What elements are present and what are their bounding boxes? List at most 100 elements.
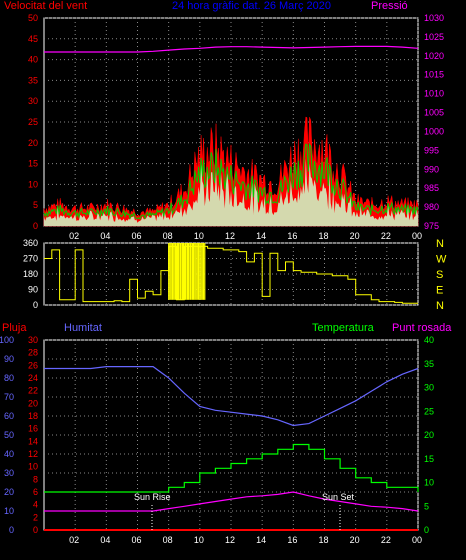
wind-y-tick: 20 [28, 138, 38, 148]
pressure-line [44, 45, 419, 53]
x-tick-label: 20 [350, 231, 360, 241]
pressure-y-tick: 980 [424, 202, 439, 212]
direction-marks [44, 243, 418, 304]
x-tick-label: 18 [319, 535, 329, 545]
pressure-y-tick: 1010 [424, 89, 444, 99]
rain-y-tick: 80 [4, 373, 14, 383]
temperature-y-tick: 35 [424, 359, 434, 369]
wind-y-tick: 45 [28, 34, 38, 44]
humidity-y-tick: 16 [28, 424, 38, 434]
humidity-y-tick: 8 [33, 474, 38, 484]
compass-label: N [436, 300, 444, 312]
x-tick-label: 16 [287, 535, 297, 545]
x-tick-label: 08 [163, 535, 173, 545]
temperature-y-tick: 40 [424, 335, 434, 345]
pressure-y-tick: 975 [424, 221, 439, 231]
humidity-y-tick: 20 [28, 398, 38, 408]
direction-y-tick: 90 [28, 285, 38, 295]
x-tick-label: 04 [100, 535, 110, 545]
x-tick-label: 06 [132, 231, 142, 241]
climate-marks [44, 366, 419, 531]
wind-y-tick: 15 [28, 159, 38, 169]
wind-marks [43, 45, 419, 227]
x-tick-label: 02 [69, 231, 79, 241]
rain-y-tick: 0 [9, 525, 14, 535]
humidity-y-tick: 22 [28, 386, 38, 396]
wind-y-tick: 5 [33, 200, 38, 210]
x-tick-label: 14 [256, 231, 266, 241]
dew-point-label: Punt rosada [392, 322, 452, 334]
temperature-y-tick: 30 [424, 383, 434, 393]
humidity-y-tick: 26 [28, 360, 38, 370]
direction-y-tick: 270 [23, 254, 38, 264]
wind-grid [44, 17, 419, 227]
wind-y-tick: 50 [28, 13, 38, 23]
x-tick-label: 08 [163, 231, 173, 241]
humidity-line [44, 366, 419, 427]
rain-y-tick: 20 [4, 487, 14, 497]
sun-set-label: Sun Set [322, 492, 355, 502]
sun-rise-label: Sun Rise [134, 492, 171, 502]
pressure-title: Pressió [371, 0, 408, 12]
x-tick-label: 06 [132, 535, 142, 545]
pressure-y-tick: 1030 [424, 13, 444, 23]
wind-y-tick: 25 [28, 117, 38, 127]
x-tick-label: 10 [194, 535, 204, 545]
wind-y-tick: 35 [28, 75, 38, 85]
compass-label: N [436, 238, 444, 250]
rain-y-tick: 40 [4, 449, 14, 459]
rain-y-tick: 100 [0, 335, 14, 345]
center-title: 24 hora gràfic dat. 26 Març 2020 [172, 0, 331, 12]
pressure-y-tick: 995 [424, 145, 439, 155]
x-tick-label: 16 [287, 231, 297, 241]
humidity-label: Humitat [64, 322, 102, 334]
temperature-y-tick: 15 [424, 454, 434, 464]
humidity-y-tick: 14 [28, 436, 38, 446]
temperature-y-tick: 25 [424, 406, 434, 416]
wind-title: Velocitat del vent [4, 0, 87, 12]
humidity-y-tick: 24 [28, 373, 38, 383]
direction-y-tick: 180 [23, 269, 38, 279]
wind-direction-line [44, 245, 418, 304]
direction-y-tick: 360 [23, 238, 38, 248]
rain-y-tick: 70 [4, 392, 14, 402]
x-tick-label: 12 [225, 231, 235, 241]
wind-y-tick: 0 [33, 221, 38, 231]
compass-label: S [436, 269, 443, 281]
x-tick-label: 22 [381, 231, 391, 241]
x-tick-label: 02 [69, 535, 79, 545]
pressure-y-tick: 985 [424, 183, 439, 193]
wind-gust-line [43, 142, 419, 220]
pressure-y-tick: 1020 [424, 51, 444, 61]
rain-y-tick: 30 [4, 468, 14, 478]
x-tick-label: 10 [194, 231, 204, 241]
wind-y-tick: 40 [28, 55, 38, 65]
rain-y-tick: 50 [4, 430, 14, 440]
wind-avg-area [44, 158, 418, 226]
x-tick-label: 04 [100, 231, 110, 241]
pressure-y-tick: 1000 [424, 126, 444, 136]
humidity-y-tick: 12 [28, 449, 38, 459]
pressure-y-tick: 1015 [424, 70, 444, 80]
rain-label: Pluja [2, 322, 27, 334]
wind-y-tick: 30 [28, 96, 38, 106]
temperature-y-tick: 5 [424, 501, 429, 511]
x-tick-label: 00 [412, 231, 422, 241]
compass-label: W [436, 254, 447, 266]
wind-y-tick: 10 [28, 179, 38, 189]
x-tick-label: 22 [381, 535, 391, 545]
humidity-y-tick: 30 [28, 335, 38, 345]
humidity-y-tick: 2 [33, 512, 38, 522]
pressure-y-tick: 990 [424, 164, 439, 174]
rain-y-tick: 60 [4, 411, 14, 421]
x-tick-label: 00 [412, 535, 422, 545]
humidity-y-tick: 0 [33, 525, 38, 535]
humidity-y-tick: 10 [28, 462, 38, 472]
rain-y-tick: 10 [4, 506, 14, 516]
temperature-y-tick: 20 [424, 430, 434, 440]
x-tick-label: 12 [225, 535, 235, 545]
